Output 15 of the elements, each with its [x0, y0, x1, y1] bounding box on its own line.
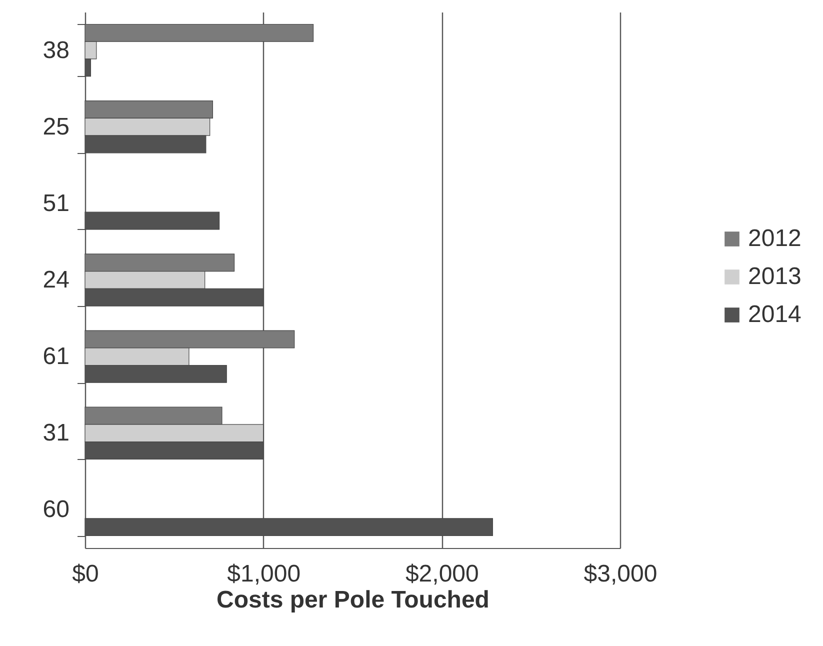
x-tick-label: $0 — [72, 560, 99, 588]
legend-label: 2014 — [748, 301, 802, 328]
y-tick-label: 24 — [42, 266, 70, 294]
legend-label: 2013 — [748, 263, 802, 290]
legend-label: 2012 — [748, 225, 802, 252]
y-tick-label: 51 — [42, 190, 70, 217]
x-tick-label: $3,000 — [584, 560, 658, 588]
x-axis-title: Costs per Pole Touched — [216, 586, 490, 614]
y-tick-label: 61 — [42, 343, 70, 370]
y-tick-label: 60 — [42, 496, 70, 524]
y-tick-label: 25 — [42, 113, 70, 140]
y-tick-label: 31 — [42, 420, 70, 447]
y-tick-label: 38 — [42, 36, 70, 64]
x-tick-label: $2,000 — [405, 560, 479, 588]
x-tick-label: $1,000 — [227, 560, 301, 588]
